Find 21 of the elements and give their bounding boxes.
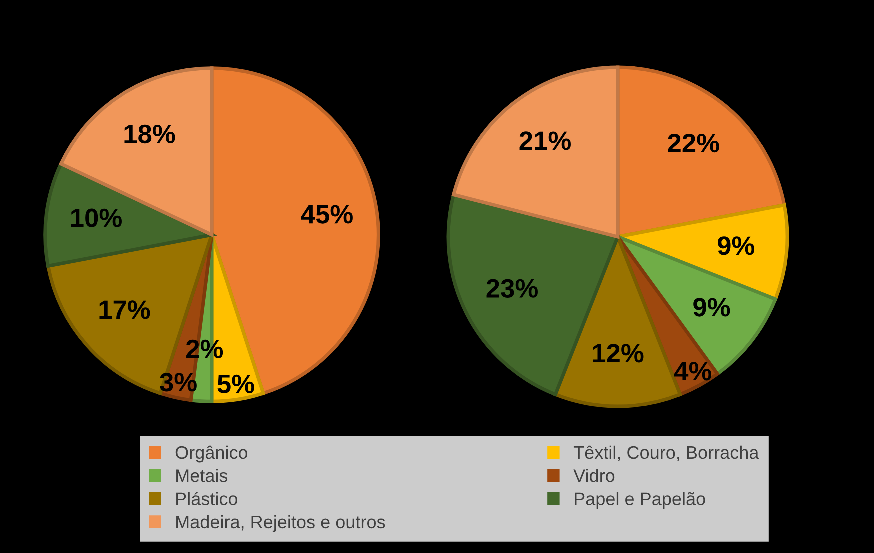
legend-label: Vidro bbox=[574, 469, 615, 482]
data-label: 4% bbox=[674, 362, 712, 381]
data-label: 45% bbox=[301, 205, 353, 224]
legend-label: Metais bbox=[176, 469, 228, 482]
legend-label: Plástico bbox=[176, 492, 238, 506]
data-label: 17% bbox=[100, 300, 150, 320]
data-label: 9% bbox=[694, 298, 730, 317]
data-label: 22% bbox=[668, 134, 720, 153]
pie-slice bbox=[452, 66, 620, 239]
data-label: 5% bbox=[218, 374, 254, 394]
data-label: 10% bbox=[72, 208, 122, 228]
data-label: 2% bbox=[186, 340, 224, 358]
data-label: 23% bbox=[486, 279, 538, 298]
legend-label: Têxtil, Couro, Borracha bbox=[574, 446, 760, 462]
legend-label: Madeira, Rejeitos e outros bbox=[176, 515, 386, 532]
legend-label: Orgânico bbox=[176, 446, 248, 463]
data-label: 21% bbox=[520, 132, 571, 150]
data-label: 9% bbox=[718, 236, 755, 256]
legend-label: Papel e Papelão bbox=[575, 492, 706, 510]
data-label: 18% bbox=[124, 124, 176, 144]
data-label: 12% bbox=[593, 344, 644, 363]
